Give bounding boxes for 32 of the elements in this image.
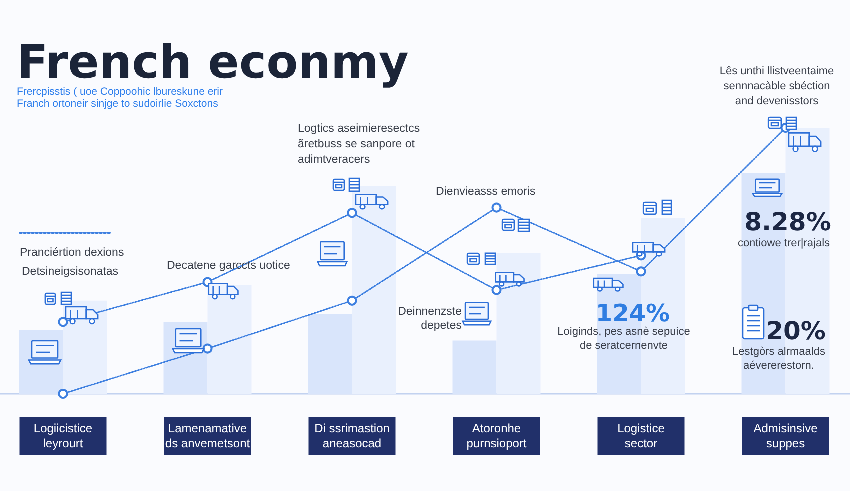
annotation: 124% — [596, 300, 670, 328]
bar — [352, 186, 396, 394]
point — [58, 317, 68, 328]
point — [347, 208, 358, 218]
x-tick-label: Logistice sector — [618, 422, 666, 450]
bar — [308, 314, 352, 394]
x-tick-label: Logiicistice leyrourt — [34, 422, 93, 450]
point — [636, 266, 646, 277]
x-tick-label: Di ssrimastion aneasocad — [314, 422, 390, 450]
point — [58, 389, 68, 399]
x-tick-label: Admisinsive suppes — [754, 422, 818, 450]
annotation: Lestgòrs alrmaalds aévererestorn. — [732, 346, 826, 372]
annotation: 8.28% — [744, 208, 832, 236]
bar — [452, 340, 497, 394]
annotation: Detsineigsisonatas — [22, 266, 119, 278]
point — [202, 344, 213, 354]
annotation: Deinnenzste depetes — [398, 306, 462, 332]
point — [492, 202, 502, 213]
point — [492, 285, 502, 296]
x-tick-label: Lamenamative ds anvemetsont — [165, 422, 251, 450]
annotation: Dienvieasss emoris — [436, 186, 536, 198]
chart-subtitle: Frercpisstis ( uoe Coppoohic lbureskune erir Franch ortoneir sinjge to sudoirlie Soxctons — [17, 86, 224, 110]
x-tick-label: Atoronhe purnsioport — [466, 422, 528, 450]
text: Lês unthi llistveentaime sennnacàble sbéction and devenisstors — [720, 66, 834, 108]
point — [347, 296, 358, 306]
annotation: Loiginds, pes asnè sepuice de seratcernenvte — [558, 326, 690, 352]
bar — [496, 253, 541, 394]
annotation: contiowe trer|rajals — [738, 238, 831, 250]
text: Pranciértion dexions — [20, 247, 124, 259]
bar — [208, 284, 252, 394]
annotation: 20% — [766, 316, 826, 346]
annotation: Logtics aseimieresectcs ãretbuss se sanpore ot adimtveracers — [298, 122, 420, 166]
